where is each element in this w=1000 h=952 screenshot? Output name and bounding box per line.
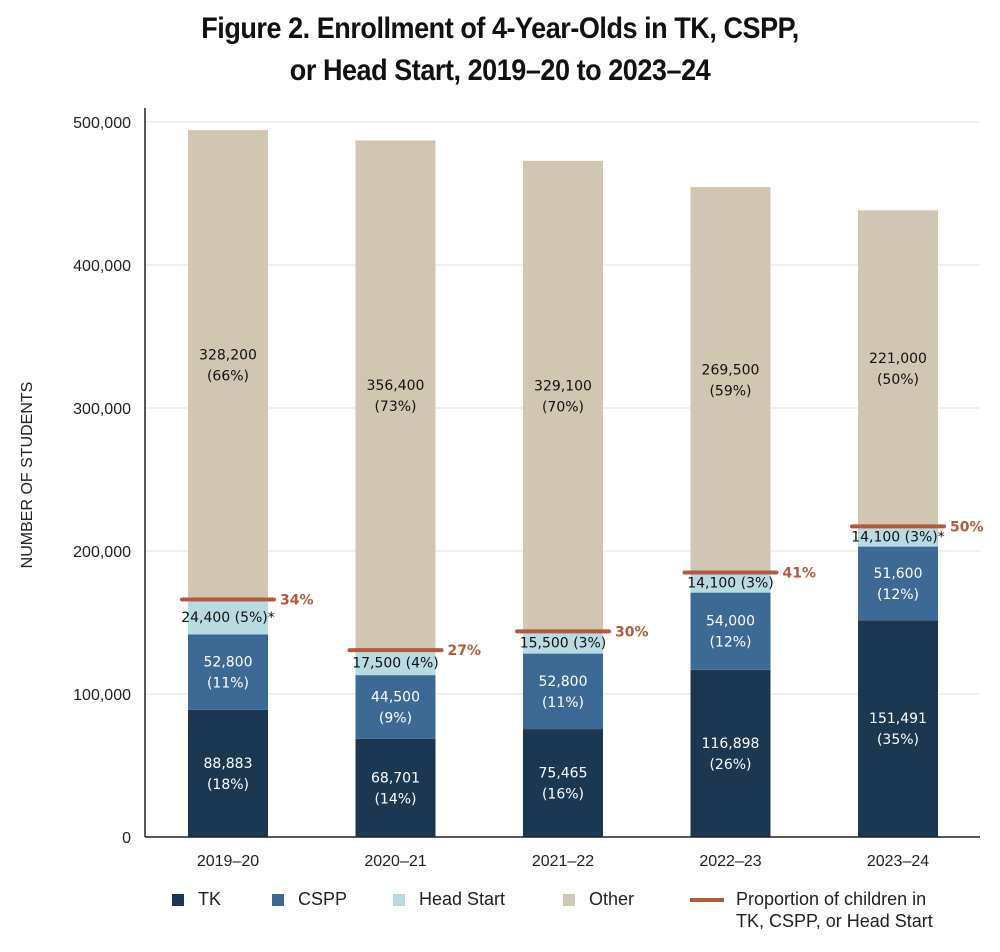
legend-label-cspp: CSPP bbox=[298, 889, 348, 909]
data-label: (11%) bbox=[542, 695, 584, 711]
bar-segment-tk bbox=[690, 669, 771, 837]
data-label: (35%) bbox=[877, 732, 919, 748]
chart-title: Figure 2. Enrollment of 4-Year-Olds in T… bbox=[50, 8, 950, 92]
data-label: 54,000 bbox=[706, 614, 755, 630]
chart-title-line-1: Figure 2. Enrollment of 4-Year-Olds in T… bbox=[201, 12, 799, 45]
legend-label-proportion-line-2: TK, CSPP, or Head Start bbox=[736, 911, 933, 931]
legend-item-proportion: Proportion of children in TK, CSPP, or H… bbox=[690, 888, 933, 932]
y-tick-label: 100,000 bbox=[73, 687, 131, 704]
stacked-bar-chart: 0 100,000 200,000 300,000 400,000 500,000 2019… bbox=[19, 108, 984, 870]
bar-segment-head-start bbox=[355, 650, 436, 676]
bar-segment-other bbox=[188, 130, 268, 600]
y-axis-label: NUMBER OF STUDENTS bbox=[19, 382, 36, 569]
proportion-label: 30% bbox=[615, 624, 649, 640]
legend-swatch-cspp bbox=[272, 894, 284, 906]
data-label: 24,400 (5%)* bbox=[181, 610, 275, 626]
y-tick-label: 400,000 bbox=[73, 258, 131, 275]
proportion-label: 41% bbox=[783, 565, 817, 581]
data-label: (9%) bbox=[379, 710, 412, 726]
bar-segment-head-start bbox=[188, 599, 268, 635]
bar-segment-tk bbox=[858, 620, 938, 837]
data-label: (12%) bbox=[709, 635, 751, 651]
data-label: (73%) bbox=[374, 399, 416, 415]
x-tick-label: 2021–22 bbox=[532, 853, 594, 870]
x-tick-label: 2022–23 bbox=[699, 853, 761, 870]
data-label: 17,500 (4%) bbox=[352, 656, 439, 672]
bar-segment-head-start bbox=[858, 526, 938, 547]
bar-segment-cspp bbox=[690, 592, 771, 670]
data-label: 328,200 bbox=[199, 347, 257, 363]
proportion-label: 34% bbox=[280, 593, 314, 609]
data-label: (12%) bbox=[877, 587, 919, 603]
bar-segment-other bbox=[690, 187, 771, 573]
bar-segment-cspp bbox=[858, 546, 938, 621]
bar-segment-head-start bbox=[690, 572, 771, 593]
legend-label-other: Other bbox=[589, 889, 635, 909]
data-label: 14,100 (3%)* bbox=[851, 529, 945, 545]
bar-segment-cspp bbox=[188, 634, 268, 710]
legend-label-proportion-line-1: Proportion of children in bbox=[736, 889, 927, 909]
bar-segment-tk bbox=[355, 738, 436, 837]
data-label: 15,500 (3%) bbox=[520, 635, 607, 651]
bar-segment-other bbox=[523, 160, 603, 632]
data-label: (11%) bbox=[207, 676, 249, 692]
legend-swatch-proportion bbox=[690, 898, 724, 902]
legend-swatch-other bbox=[563, 894, 575, 906]
data-label: 221,000 bbox=[869, 351, 927, 367]
data-label: (14%) bbox=[374, 791, 416, 807]
data-labels: 88,883 (18%) 52,800 (11%) 24,400 (5%)* 328,20… bbox=[181, 347, 983, 807]
data-label: 151,491 bbox=[869, 711, 927, 727]
legend: TK CSPP Head Start Other Proportion of c… bbox=[0, 884, 1000, 952]
y-tick-label: 500,000 bbox=[73, 115, 131, 132]
proportion-label: 50% bbox=[950, 519, 984, 535]
proportion-label: 27% bbox=[448, 643, 482, 659]
proportion-lines bbox=[180, 524, 946, 653]
axes: 0 100,000 200,000 300,000 400,000 500,000 2019… bbox=[73, 108, 980, 870]
legend-swatch-head-start bbox=[393, 894, 405, 906]
data-label: 44,500 bbox=[371, 689, 420, 705]
bar-segment-cspp bbox=[355, 675, 436, 739]
y-tick-label: 200,000 bbox=[73, 544, 131, 561]
legend-item-tk: TK bbox=[172, 888, 221, 910]
bar-segment-other bbox=[355, 140, 436, 651]
bar-segment-tk bbox=[523, 729, 603, 837]
data-label: 88,883 bbox=[204, 756, 253, 772]
data-label: (18%) bbox=[207, 777, 249, 793]
bar-segment-tk bbox=[188, 709, 268, 837]
bar-segment-cspp bbox=[523, 653, 603, 730]
data-label: 52,800 bbox=[539, 674, 588, 690]
bar-segment-other bbox=[858, 210, 938, 527]
x-tick-label: 2020–21 bbox=[364, 853, 426, 870]
bar-segment-head-start bbox=[523, 631, 603, 654]
legend-label-proportion: Proportion of children in TK, CSPP, or H… bbox=[736, 888, 933, 932]
data-label: 51,600 bbox=[874, 566, 923, 582]
data-label: 68,701 bbox=[371, 770, 420, 786]
x-tick-label: 2019–20 bbox=[197, 853, 259, 870]
legend-label-tk: TK bbox=[198, 889, 222, 909]
x-tick-label: 2023–24 bbox=[867, 853, 929, 870]
data-label: (70%) bbox=[542, 400, 584, 416]
y-tick-label: 0 bbox=[122, 830, 131, 847]
legend-swatch-tk bbox=[172, 894, 184, 906]
data-label: 329,100 bbox=[534, 379, 592, 395]
data-label: (50%) bbox=[877, 372, 919, 388]
data-label: (16%) bbox=[542, 787, 584, 803]
data-label: 14,100 (3%) bbox=[687, 576, 774, 592]
data-label: (26%) bbox=[709, 757, 751, 773]
bars bbox=[188, 130, 938, 837]
legend-label-head-start: Head Start bbox=[419, 889, 506, 909]
y-tick-label: 300,000 bbox=[73, 401, 131, 418]
chart-title-line-2: or Head Start, 2019–20 to 2023–24 bbox=[289, 54, 711, 87]
legend-item-other: Other bbox=[563, 888, 634, 910]
data-label: (59%) bbox=[709, 383, 751, 399]
data-label: 52,800 bbox=[204, 655, 253, 671]
legend-item-head-start: Head Start bbox=[393, 888, 505, 910]
data-label: 116,898 bbox=[702, 736, 760, 752]
data-label: 269,500 bbox=[702, 362, 760, 378]
data-label: (66%) bbox=[207, 368, 249, 384]
legend-item-cspp: CSPP bbox=[272, 888, 347, 910]
data-label: 75,465 bbox=[539, 766, 588, 782]
data-label: 356,400 bbox=[367, 378, 425, 394]
